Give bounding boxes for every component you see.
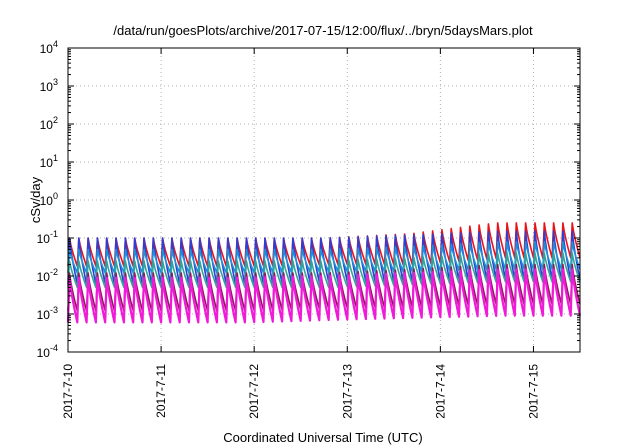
y-axis-label: cSv/day	[28, 176, 43, 223]
chart-title: /data/run/goesPlots/archive/2017-07-15/1…	[113, 23, 533, 38]
y-tick-label: 10-3	[37, 305, 58, 322]
x-tick-label: 2017-7-10	[61, 364, 75, 419]
y-tick-label: 10-4	[37, 343, 58, 360]
y-tick-label: 10-2	[37, 267, 58, 284]
y-tick-label: 101	[40, 153, 58, 170]
y-tick-label: 104	[40, 39, 58, 56]
series-line	[67, 240, 581, 274]
y-tick-label: 102	[40, 115, 58, 132]
series-line	[67, 222, 581, 268]
x-axis: 2017-7-10 2017-7-11 2017-7-12 2017-7-13 2017…	[61, 48, 540, 419]
series-line	[67, 252, 581, 289]
y-tick-label: 10-1	[37, 229, 58, 246]
x-tick-label: 2017-7-14	[433, 364, 447, 419]
y-tick-label: 103	[40, 77, 58, 94]
series-layer	[66, 222, 582, 324]
series-line	[66, 268, 582, 324]
x-tick-label: 2017-7-11	[154, 364, 168, 418]
x-tick-label: 2017-7-15	[526, 364, 540, 419]
x-tick-label: 2017-7-13	[340, 364, 354, 419]
y-tick-label: 100	[40, 191, 58, 208]
x-axis-label: Coordinated Universal Time (UTC)	[223, 430, 422, 445]
y-axis: 10-4 10-3 10-2 10-1 100 101 102 103 104	[37, 39, 580, 360]
x-tick-label: 2017-7-12	[247, 364, 261, 419]
